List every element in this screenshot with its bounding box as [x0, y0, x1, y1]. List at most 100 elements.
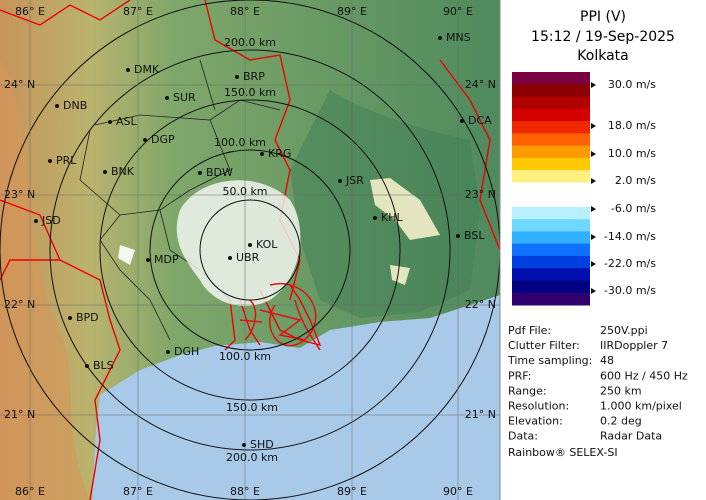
station-label: BNK — [111, 165, 135, 178]
station-dot — [34, 219, 38, 223]
station-label: SUR — [173, 91, 196, 104]
station-dot — [260, 152, 264, 156]
lat-label: 23° N — [465, 188, 496, 201]
footer: Rainbow® SELEX-SI — [508, 446, 618, 459]
info-value: Radar Data — [600, 430, 662, 443]
station-dot — [55, 104, 59, 108]
color-step — [512, 280, 590, 294]
color-step — [512, 243, 590, 257]
graticule — [0, 0, 500, 500]
station-dot — [68, 316, 72, 320]
legend-label: -30.0 m/s — [604, 284, 656, 297]
legend-label: 2.0 m/s — [615, 174, 656, 187]
station-label: DGP — [151, 133, 175, 146]
info-value: IIRDoppler 7 — [600, 339, 668, 352]
color-step — [512, 133, 590, 147]
lon-label: 87° E — [123, 485, 153, 498]
color-step — [512, 145, 590, 159]
lon-label: 88° E — [230, 485, 260, 498]
info-value: 1.000 km/pixel — [600, 400, 682, 413]
lat-label: 23° N — [4, 188, 35, 201]
station-dot — [228, 256, 232, 260]
color-step — [512, 170, 590, 183]
legend-label: 10.0 m/s — [608, 147, 656, 160]
legend-label: -22.0 m/s — [604, 257, 656, 270]
legend-label: -6.0 m/s — [611, 202, 656, 215]
lat-label: 21° N — [465, 408, 496, 421]
station-label: SHD — [250, 438, 274, 451]
station-dot — [48, 159, 52, 163]
station-dot — [235, 75, 239, 79]
side-panel: PPI (V) 15:12 / 19-Sep-2025 Kolkata 30.0… — [507, 9, 688, 459]
ring-label: 150.0 km — [224, 86, 276, 99]
color-step — [512, 121, 590, 134]
color-bar: 30.0 m/s 18.0 m/s 10.0 m/s 2.0 m/s -6.0 m/s -… — [512, 72, 656, 306]
color-step — [512, 194, 590, 208]
info-value: 600 Hz / 450 Hz — [600, 369, 688, 382]
ring-label: 100.0 km — [219, 350, 271, 363]
tick-arrow — [591, 151, 596, 157]
info-value: 0.2 deg — [600, 415, 642, 428]
lon-label: 89° E — [337, 485, 367, 498]
station-label: KHL — [381, 211, 403, 224]
tick-arrow — [591, 288, 596, 294]
ring-label: 50.0 km — [222, 185, 267, 198]
station-label: BLS — [93, 359, 114, 372]
time: 15:12 / 19-Sep-2025 — [531, 29, 675, 45]
station-dot — [166, 350, 170, 354]
map: 86° E 86° E 87° E 87° E 88° E 88° E 89° E 89° E… — [0, 0, 500, 500]
station-dot — [165, 96, 169, 100]
color-step — [512, 268, 590, 281]
station-label: BSL — [464, 229, 485, 242]
ring-label: 200.0 km — [224, 36, 276, 49]
color-step — [512, 108, 590, 122]
lat-label: 24° N — [465, 78, 496, 91]
legend-label: 18.0 m/s — [608, 119, 656, 132]
station-label: MDP — [154, 253, 179, 266]
lon-label: 86° E — [15, 485, 45, 498]
station-label: DMK — [134, 63, 160, 76]
ring-label: 150.0 km — [226, 401, 278, 414]
location: Kolkata — [577, 48, 628, 64]
info-key: Resolution: — [508, 400, 569, 413]
highland — [0, 60, 90, 500]
lat-label: 22° N — [4, 298, 35, 311]
color-step — [512, 255, 590, 269]
lon-label: 90° E — [443, 5, 473, 18]
station-label: BDW — [206, 166, 233, 179]
color-step — [512, 182, 590, 196]
info-key: Range: — [508, 384, 547, 397]
station-dot — [85, 364, 89, 368]
station-dot — [460, 119, 464, 123]
tick-arrow — [591, 178, 596, 184]
color-step — [512, 84, 590, 98]
station-label: MNS — [446, 31, 471, 44]
lon-label: 88° E — [230, 5, 260, 18]
station-dot — [456, 234, 460, 238]
color-step — [512, 206, 590, 220]
color-step — [512, 72, 590, 85]
info-value: 250V.ppi — [600, 324, 648, 337]
station-dot — [146, 258, 150, 262]
lon-label: 89° E — [337, 5, 367, 18]
station-label: DCA — [468, 114, 492, 127]
sea — [92, 295, 500, 500]
info-value: 250 km — [600, 384, 642, 397]
title: PPI (V) — [580, 9, 626, 25]
info-key: Clutter Filter: — [508, 339, 580, 352]
lon-label: 87° E — [123, 5, 153, 18]
station-dot — [143, 138, 147, 142]
echoes — [118, 178, 440, 307]
station-dot — [126, 68, 130, 72]
color-step — [512, 157, 590, 171]
color-step — [512, 96, 590, 110]
lon-label: 90° E — [443, 485, 473, 498]
station-label: BRP — [243, 70, 265, 83]
info-key: PRF: — [508, 369, 531, 382]
station-dot — [108, 120, 112, 124]
tick-arrow — [591, 82, 596, 88]
map-labels: 86° E 86° E 87° E 87° E 88° E 88° E 89° E 89° E… — [4, 5, 496, 498]
info-key: Time sampling: — [507, 354, 592, 367]
